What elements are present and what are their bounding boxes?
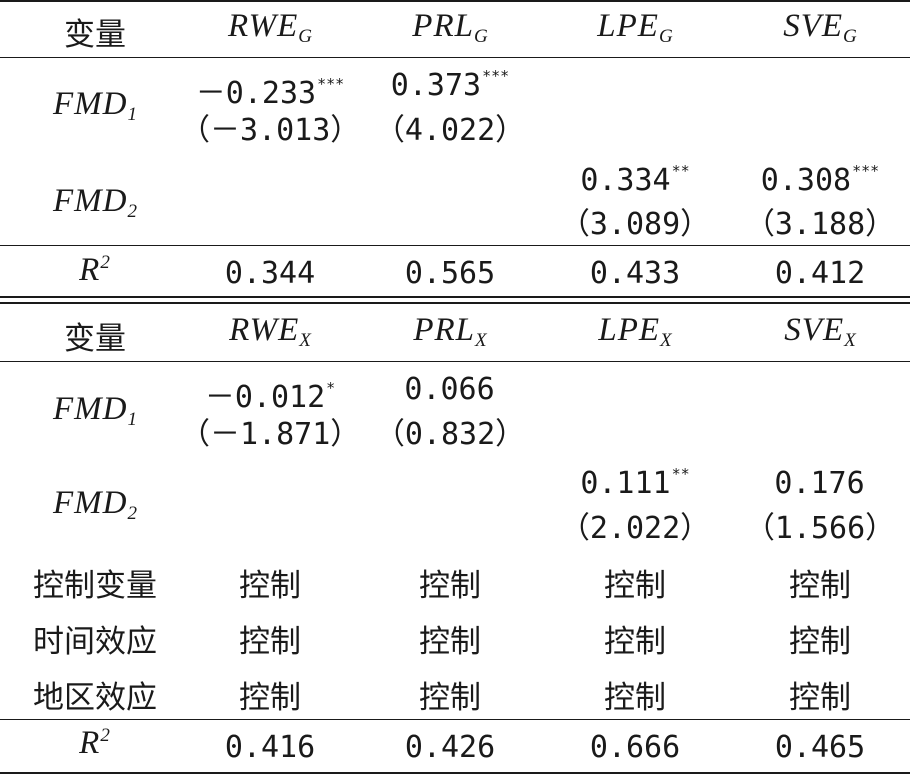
panel-double-rule-top — [0, 296, 910, 298]
row-label-region-effect: 地区效应 — [33, 680, 157, 716]
control-cell: 控制 — [789, 568, 851, 604]
header-lpe-x: LPEX — [598, 312, 672, 351]
row-label-fmd1: FMD1 — [53, 391, 137, 430]
r2-lpe-x: 0.666 — [589, 730, 681, 765]
coef-lpe-fmd2: 0.111** — [580, 465, 690, 501]
bottom-rule — [0, 772, 910, 774]
header-rule-x — [0, 361, 910, 362]
control-cell: 控制 — [789, 624, 851, 660]
tstat-sve-fmd2: （1.566） — [744, 511, 896, 546]
header-var-label: 变量 — [64, 321, 126, 357]
row-label-time-effect: 时间效应 — [33, 624, 157, 660]
header-prl-g: PRLG — [412, 8, 488, 47]
coef-sve-fmd2: 0.308*** — [760, 162, 880, 198]
r2-rule-x — [0, 719, 910, 720]
control-cell: 控制 — [419, 568, 481, 604]
control-cell: 控制 — [604, 680, 666, 716]
control-cell: 控制 — [789, 680, 851, 716]
coef-sve-fmd2: 0.176 — [774, 466, 865, 501]
coef-lpe-fmd2: 0.334** — [580, 162, 690, 198]
r2-rwe-g: 0.344 — [224, 256, 316, 291]
r2-rwe-x: 0.416 — [224, 730, 316, 765]
header-lpe-g: LPEG — [597, 8, 673, 47]
r2-sve-g: 0.412 — [774, 256, 866, 291]
tstat-prl-fmd1: （4.022） — [374, 113, 526, 148]
tstat-lpe-fmd2: （3.089） — [559, 207, 711, 242]
control-cell: 控制 — [604, 624, 666, 660]
r2-lpe-g: 0.433 — [589, 256, 681, 291]
control-cell: 控制 — [239, 624, 301, 660]
row-label-r2: R2 — [79, 725, 111, 761]
header-rwe-x: RWEX — [229, 312, 311, 351]
tstat-rwe-fmd1: （－3.013） — [180, 113, 361, 148]
r2-rule-g — [0, 245, 910, 246]
header-sve-x: SVEX — [784, 312, 856, 351]
tstat-prl-fmd1: （0.832） — [374, 417, 526, 452]
tstat-sve-fmd2: （3.188） — [744, 207, 896, 242]
coef-rwe-fmd1: －0.233*** — [195, 75, 345, 111]
header-prl-x: PRLX — [413, 312, 487, 351]
row-label-r2: R2 — [79, 252, 111, 288]
control-cell: 控制 — [239, 680, 301, 716]
coef-rwe-fmd1: －0.012* — [204, 379, 336, 415]
coef-prl-fmd1: 0.066 — [404, 372, 495, 407]
coef-prl-fmd1: 0.373*** — [390, 67, 510, 103]
header-var-label: 变量 — [64, 17, 126, 53]
panel-double-rule-bottom — [0, 302, 910, 304]
row-label-control-vars: 控制变量 — [33, 568, 157, 604]
row-label-fmd2: FMD2 — [53, 485, 137, 524]
tstat-lpe-fmd2: （2.022） — [559, 511, 711, 546]
header-rule-g — [0, 57, 910, 58]
top-rule — [0, 0, 910, 2]
r2-prl-g: 0.565 — [404, 256, 496, 291]
control-cell: 控制 — [604, 568, 666, 604]
row-label-fmd1: FMD1 — [53, 86, 137, 125]
r2-prl-x: 0.426 — [404, 730, 496, 765]
control-cell: 控制 — [419, 680, 481, 716]
control-cell: 控制 — [239, 568, 301, 604]
r2-sve-x: 0.465 — [774, 730, 866, 765]
row-label-fmd2: FMD2 — [53, 183, 137, 222]
tstat-rwe-fmd1: （－1.871） — [180, 417, 361, 452]
header-sve-g: SVEG — [783, 8, 857, 47]
control-cell: 控制 — [419, 624, 481, 660]
header-rwe-g: RWEG — [228, 8, 312, 47]
